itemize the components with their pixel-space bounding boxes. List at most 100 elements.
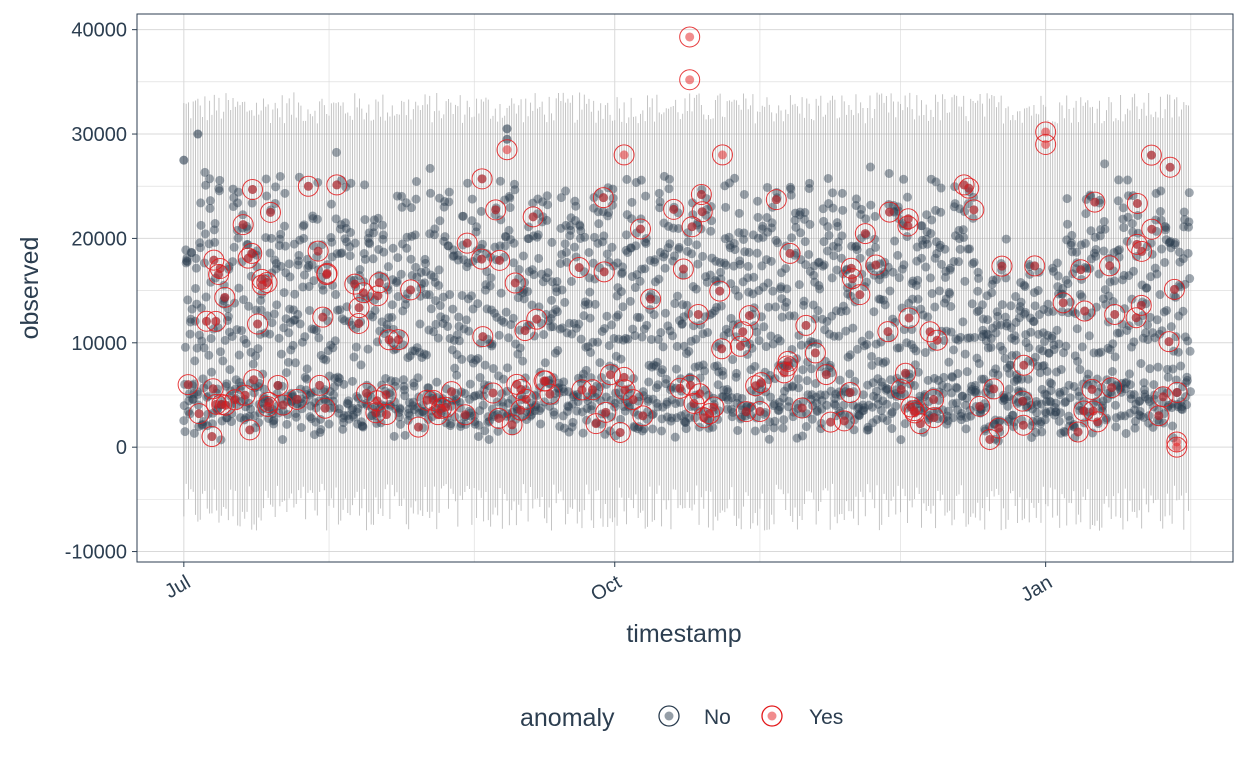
observation-point [888, 314, 898, 324]
observation-point [185, 409, 195, 419]
observation-point [1004, 384, 1014, 394]
observation-point [235, 413, 245, 423]
observation-point [260, 328, 270, 338]
anomaly-point [801, 320, 811, 330]
observation-point [564, 318, 574, 328]
anomaly-point [322, 268, 332, 278]
observation-point [872, 414, 882, 424]
observation-point [205, 174, 215, 184]
observation-point [404, 404, 414, 414]
observation-point [750, 426, 760, 436]
observation-point [221, 381, 231, 391]
anomaly-ring [237, 247, 259, 269]
observation-point [1042, 390, 1052, 400]
observation-point [335, 305, 345, 315]
observation-point [302, 364, 312, 374]
anomaly-ring [232, 214, 254, 236]
observation-point [670, 299, 680, 309]
observation-point [664, 221, 674, 231]
observation-point [1092, 374, 1102, 384]
anomaly-ring [510, 399, 532, 421]
observation-point [395, 419, 405, 429]
observation-point [1167, 399, 1177, 409]
observation-point [773, 238, 783, 248]
observation-point [649, 310, 659, 320]
observation-point [832, 218, 842, 228]
observation-point [406, 254, 416, 264]
observation-point [569, 318, 579, 328]
observation-point [684, 346, 694, 356]
anomaly-point [253, 319, 263, 329]
observation-point [269, 415, 279, 425]
anomaly-ring [251, 268, 273, 290]
observation-point [1037, 427, 1047, 437]
observation-point [810, 277, 820, 287]
observation-point [943, 406, 953, 416]
observation-point [327, 237, 337, 247]
observation-point [806, 394, 816, 404]
observation-point [869, 391, 879, 401]
observation-point [585, 313, 595, 323]
observation-point [953, 369, 963, 379]
observation-point [319, 387, 329, 397]
observation-point [573, 397, 583, 407]
observation-point [274, 333, 284, 343]
panel-border [136, 13, 1234, 563]
observation-point [501, 307, 511, 317]
observation-point [943, 382, 953, 392]
anomaly-ring [241, 242, 263, 264]
observation-point [265, 329, 275, 339]
observation-point [502, 363, 512, 373]
observation-point [754, 336, 764, 346]
y-tick-label: 30000 [71, 124, 127, 146]
observation-point [616, 414, 626, 424]
anomaly-point [904, 313, 914, 323]
observation-point [575, 220, 585, 230]
observation-point [220, 335, 230, 345]
observation-point [518, 356, 528, 366]
observation-point [750, 361, 760, 371]
observation-point [199, 343, 209, 353]
observation-point [554, 388, 564, 398]
observation-point [193, 400, 203, 410]
anomaly-point [354, 303, 364, 313]
observation-point [856, 204, 866, 214]
observation-point [1048, 266, 1058, 276]
observation-point [599, 231, 609, 241]
observation-point [701, 272, 711, 282]
observation-point [1107, 367, 1117, 377]
anomaly-point [1110, 309, 1120, 319]
observation-point [824, 230, 834, 240]
observation-point [973, 267, 983, 277]
legend: anomaly No Yes [520, 704, 843, 732]
observation-point [383, 262, 393, 272]
observation-point [490, 308, 500, 318]
anomaly-ring [839, 382, 861, 404]
observation-point [1034, 267, 1044, 277]
anomaly-point [541, 376, 551, 386]
observation-point [267, 318, 277, 328]
observation-point [642, 320, 652, 330]
observation-point [476, 206, 486, 216]
anomaly-point [1146, 150, 1156, 160]
observation-point [735, 259, 745, 269]
legend-key-no-dot [664, 711, 674, 721]
observation-point [776, 268, 786, 278]
observation-point [485, 281, 495, 291]
observation-point [1123, 212, 1133, 222]
observation-point [1041, 407, 1051, 417]
observation-point [518, 288, 528, 298]
observation-point [425, 229, 435, 239]
observation-point [480, 426, 490, 436]
observation-point [1080, 238, 1090, 248]
observation-point [949, 202, 959, 212]
observation-point [978, 314, 988, 324]
observation-point [555, 258, 565, 268]
observation-point [1148, 328, 1158, 338]
observation-point [999, 393, 1009, 403]
observation-point [997, 300, 1007, 310]
y-tick-label: 0 [116, 437, 127, 459]
observation-point [395, 404, 405, 414]
y-tick-label: 40000 [71, 20, 127, 42]
anomaly-point [494, 413, 504, 423]
